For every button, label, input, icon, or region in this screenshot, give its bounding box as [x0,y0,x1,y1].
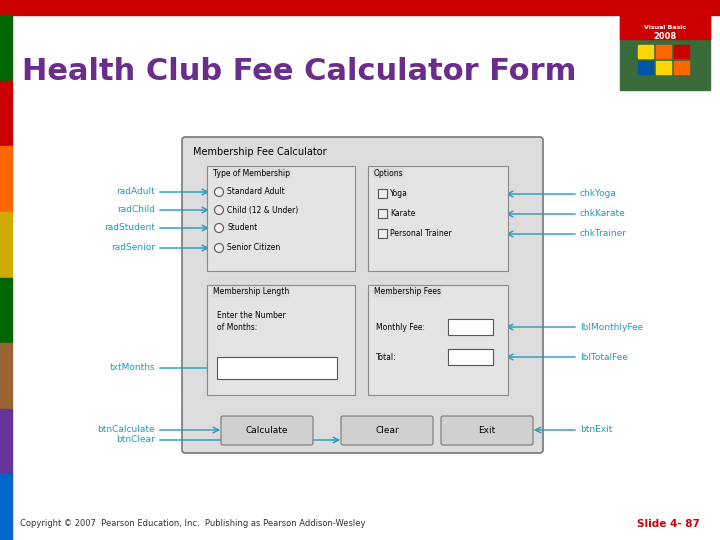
Bar [0,146,12,212]
Text: radChild: radChild [117,206,155,214]
Text: Membership Length: Membership Length [213,287,289,296]
Text: Type of Membership: Type of Membership [213,168,290,178]
Bar [217,357,337,379]
Text: Membership Fees: Membership Fees [374,287,441,296]
Text: txtMonths: txtMonths [109,363,155,373]
Bar [656,61,671,74]
Text: Student: Student [227,224,257,233]
Circle shape [215,187,223,197]
Bar [0,409,12,474]
Text: Exit: Exit [478,426,495,435]
Bar [638,61,653,74]
Text: chkTrainer: chkTrainer [580,230,627,239]
Bar [638,45,653,58]
Text: Enter the Number: Enter the Number [217,310,286,320]
Text: Calculate: Calculate [246,426,288,435]
Bar [368,285,508,395]
Bar [207,166,355,271]
Bar [378,189,387,198]
Text: Visual Basic: Visual Basic [644,25,686,30]
Text: Senior Citizen: Senior Citizen [227,244,280,253]
Bar [378,209,387,218]
FancyBboxPatch shape [182,137,543,453]
Text: btnCalculate: btnCalculate [97,426,155,435]
Bar [674,45,689,58]
Text: lblMonthlyFee: lblMonthlyFee [580,322,643,332]
Text: Total:: Total: [376,353,397,361]
Text: Clear: Clear [375,426,399,435]
Text: Monthly Fee:: Monthly Fee: [376,322,425,332]
Bar [0,15,12,80]
Bar [0,474,12,540]
Text: lblTotalFee: lblTotalFee [580,353,628,361]
Circle shape [215,244,223,253]
Bar [448,319,493,335]
FancyBboxPatch shape [441,416,533,445]
Text: btnExit: btnExit [580,426,613,435]
Bar [674,61,689,74]
Text: Health Club Fee Calculator Form: Health Club Fee Calculator Form [22,57,577,86]
Bar [0,510,720,540]
Text: btnClear: btnClear [116,435,155,444]
Text: Options: Options [374,168,404,178]
Bar [378,229,387,238]
Circle shape [215,224,223,233]
Text: radStudent: radStudent [104,224,155,233]
Text: Slide 4- 87: Slide 4- 87 [637,519,700,529]
Text: Yoga: Yoga [390,190,408,199]
Bar [368,166,508,271]
Bar [656,45,671,58]
FancyBboxPatch shape [341,416,433,445]
Text: Standard Adult: Standard Adult [227,187,284,197]
Bar [620,12,710,39]
Text: Child (12 & Under): Child (12 & Under) [227,206,298,214]
Text: of Months:: of Months: [217,322,257,332]
Text: Copyright © 2007  Pearson Education, Inc.  Publishing as Pearson Addison-Wesley: Copyright © 2007 Pearson Education, Inc.… [20,519,366,529]
Text: Karate: Karate [390,210,415,219]
Bar [0,80,12,146]
FancyBboxPatch shape [221,416,313,445]
Bar [0,278,12,343]
Text: chkKarate: chkKarate [580,210,626,219]
Circle shape [215,206,223,214]
Bar [207,285,355,395]
Text: radSenior: radSenior [111,244,155,253]
Text: chkYoga: chkYoga [580,190,617,199]
Text: 2008: 2008 [654,32,677,42]
Bar [0,0,720,15]
Text: Personal Trainer: Personal Trainer [390,230,451,239]
Bar [0,343,12,409]
Bar [448,349,493,365]
Text: radAdult: radAdult [116,187,155,197]
Bar [0,212,12,278]
Text: Membership Fee Calculator: Membership Fee Calculator [193,147,327,157]
Bar [620,12,710,90]
